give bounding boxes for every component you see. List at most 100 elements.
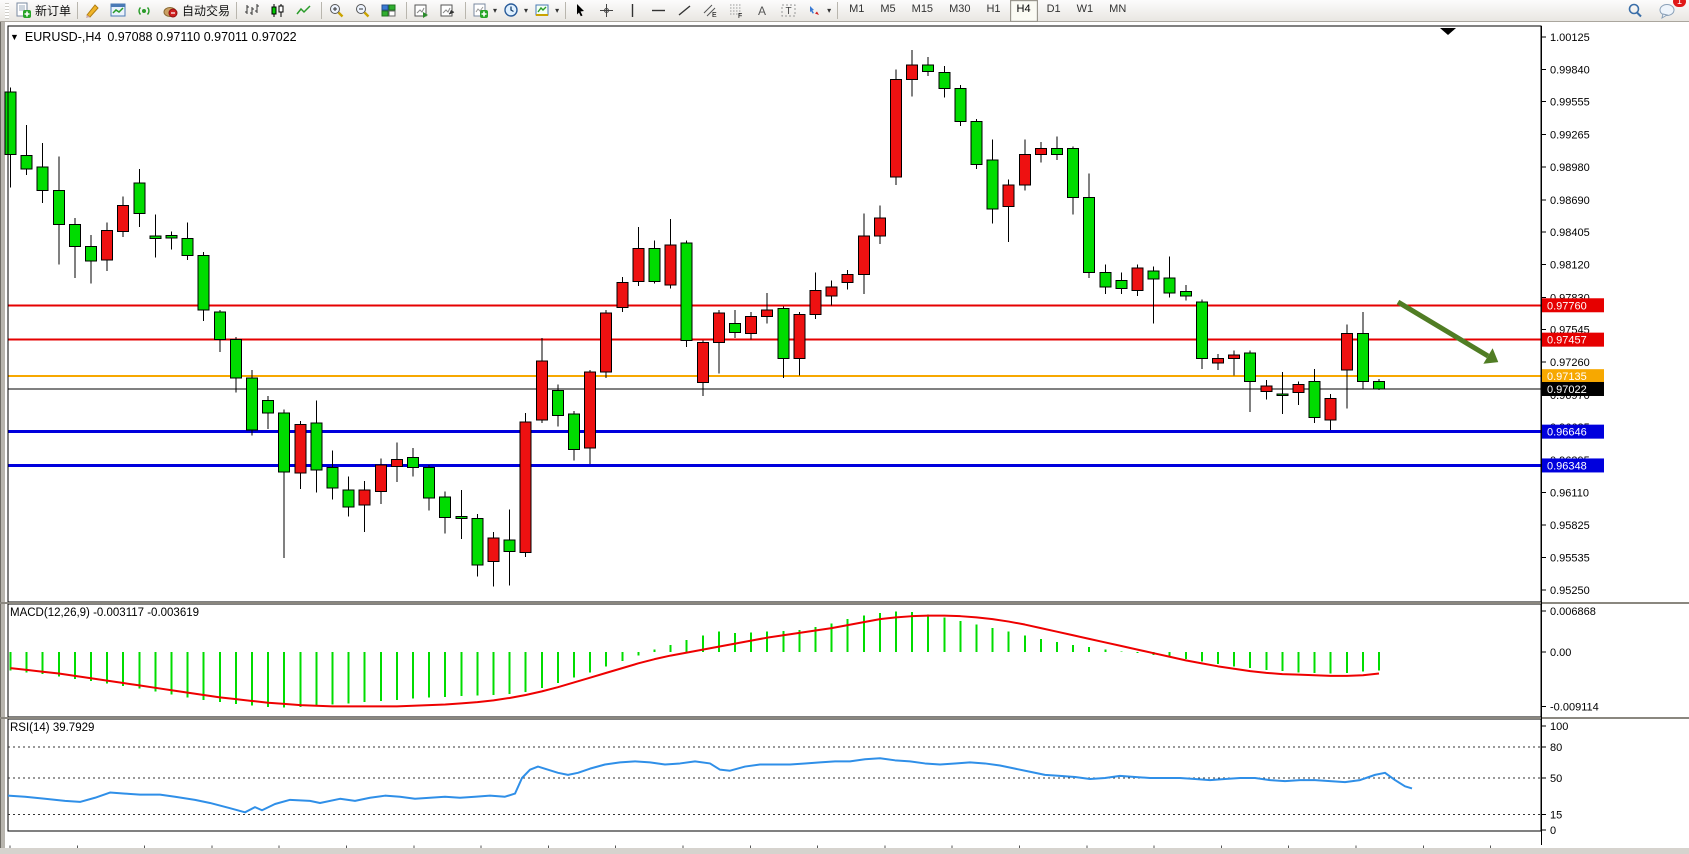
signals-button[interactable] xyxy=(133,0,159,22)
timeframe-m1-button[interactable]: M1 xyxy=(849,2,865,15)
timeframe-h4-button[interactable]: H4 xyxy=(1009,0,1038,22)
candle-body xyxy=(1195,301,1208,360)
chart-shift-button[interactable] xyxy=(436,0,462,22)
candle xyxy=(165,231,178,250)
symbol-ohlc: 0.97088 0.97110 0.97011 0.97022 xyxy=(107,30,297,44)
axis-tick-label: 0.006868 xyxy=(1550,606,1596,618)
axis-tick-label: 50 xyxy=(1550,773,1562,785)
rsi-pane-border xyxy=(7,718,1542,832)
tile-windows-icon xyxy=(380,2,397,19)
rsi-line xyxy=(7,757,1413,814)
fibonacci-tool[interactable]: F xyxy=(725,0,751,22)
candle xyxy=(278,409,291,559)
chevron-down-icon[interactable]: ▾ xyxy=(493,6,498,15)
candle xyxy=(535,338,548,424)
auto-scroll-button[interactable] xyxy=(410,0,436,22)
timeframe-m5-button[interactable]: M5 xyxy=(880,2,896,15)
candle-chart-button[interactable] xyxy=(266,0,292,22)
open-chart-button[interactable] xyxy=(107,0,133,22)
zoom-in-button[interactable] xyxy=(325,0,351,22)
trendline-icon xyxy=(676,2,693,19)
timeframe-w1-button[interactable]: W1 xyxy=(1076,2,1094,15)
toolbar-separator xyxy=(406,2,408,19)
chevron-down-icon[interactable]: ▾ xyxy=(555,6,560,15)
candle-body xyxy=(1228,354,1241,360)
arrows-dropdown[interactable]: ▾ xyxy=(803,0,834,22)
candle xyxy=(1099,264,1112,294)
chart-canvas[interactable]: 1.00125 0.99840 0.99555 0.99265 0.98980 0.986… xyxy=(0,22,1689,854)
macd-pane[interactable] xyxy=(7,603,1542,718)
symbol-dropdown-icon[interactable]: ▼ xyxy=(10,32,19,42)
text-label-tool[interactable]: T xyxy=(777,0,803,22)
text-tool[interactable]: A xyxy=(751,0,777,22)
candle xyxy=(262,396,275,429)
price-pane[interactable] xyxy=(4,25,1542,603)
rsi-pane[interactable] xyxy=(7,718,1542,832)
candle-body xyxy=(1212,358,1224,364)
price-axis[interactable]: 1.00125 0.99840 0.99555 0.99265 0.98980 0.986… xyxy=(1541,26,1604,845)
auto-trading-button[interactable]: 自动交易 xyxy=(159,0,233,22)
price-tag: 0.97022 xyxy=(1542,381,1604,396)
tile-windows-button[interactable] xyxy=(377,0,403,22)
candle-body xyxy=(197,254,210,311)
bar-chart-button[interactable] xyxy=(240,0,266,22)
candle-body xyxy=(503,539,516,552)
timeframe-mn-button[interactable]: MN xyxy=(1109,2,1127,15)
candle-body xyxy=(777,308,790,360)
crayon-button[interactable] xyxy=(81,0,107,22)
period-dropdown[interactable]: ▾ xyxy=(500,0,531,22)
svg-text:F: F xyxy=(738,13,742,19)
chart-area[interactable]: 1.00125 0.99840 0.99555 0.99265 0.98980 0.986… xyxy=(0,22,1689,854)
zoom-out-button[interactable] xyxy=(351,0,377,22)
candle-body xyxy=(1356,333,1369,382)
candle xyxy=(1147,266,1160,324)
candle-body xyxy=(1244,352,1257,382)
axis-tick-label: 0.95250 xyxy=(1550,585,1590,597)
search-icon xyxy=(1626,2,1644,20)
timeframe-m30-button[interactable]: M30 xyxy=(949,2,971,15)
candle-body xyxy=(1340,333,1353,371)
new-chart-dropdown[interactable]: ▾ xyxy=(469,0,500,22)
chart-shift-marker[interactable] xyxy=(1440,28,1456,35)
search-button[interactable] xyxy=(1623,0,1649,22)
candle xyxy=(1051,136,1063,161)
text-icon: A xyxy=(754,2,771,19)
candle-body xyxy=(1067,148,1080,199)
crosshair-tool[interactable] xyxy=(595,0,621,22)
button-label: 新订单 xyxy=(35,4,72,18)
candle xyxy=(906,50,919,97)
vertical-line-tool[interactable] xyxy=(621,0,647,22)
candle-body xyxy=(922,64,935,73)
new-order-button[interactable]: 新订单 xyxy=(12,0,74,22)
equidistant-channel-tool[interactable]: E xyxy=(699,0,725,22)
axis-tick-label: 0.98405 xyxy=(1550,227,1590,239)
candle-body xyxy=(326,466,339,489)
candle-body xyxy=(439,496,452,518)
line-chart-button[interactable] xyxy=(292,0,318,22)
crayon-icon xyxy=(84,2,101,19)
chevron-down-icon[interactable]: ▾ xyxy=(827,6,832,15)
timeframe-h1-button[interactable]: H1 xyxy=(986,2,1001,15)
candle-body xyxy=(1260,385,1273,392)
template-dropdown[interactable]: ▾ xyxy=(531,0,562,22)
candle xyxy=(680,240,693,348)
candle-body xyxy=(970,121,983,166)
vline-icon xyxy=(624,2,641,19)
horizontal-line-tool[interactable] xyxy=(647,0,673,22)
chevron-down-icon[interactable]: ▾ xyxy=(524,6,529,15)
candle-body xyxy=(825,286,838,297)
chart-window-icon xyxy=(110,2,127,19)
timeframe-m15-button[interactable]: M15 xyxy=(911,2,934,15)
candle-body xyxy=(213,311,226,340)
trendline-tool[interactable] xyxy=(673,0,699,22)
candle xyxy=(1034,141,1047,163)
candle-body xyxy=(117,204,130,233)
axis-tick-label: 0 xyxy=(1550,825,1556,837)
candle-body xyxy=(1292,384,1305,394)
timeframe-d1-button[interactable]: D1 xyxy=(1046,2,1061,15)
chat-button[interactable]: 1 xyxy=(1655,0,1686,22)
candle xyxy=(149,214,162,258)
trend-arrow-annotation[interactable] xyxy=(1396,299,1499,364)
cursor-tool[interactable] xyxy=(569,0,595,22)
axis-tick-label: 0.98690 xyxy=(1550,195,1590,207)
